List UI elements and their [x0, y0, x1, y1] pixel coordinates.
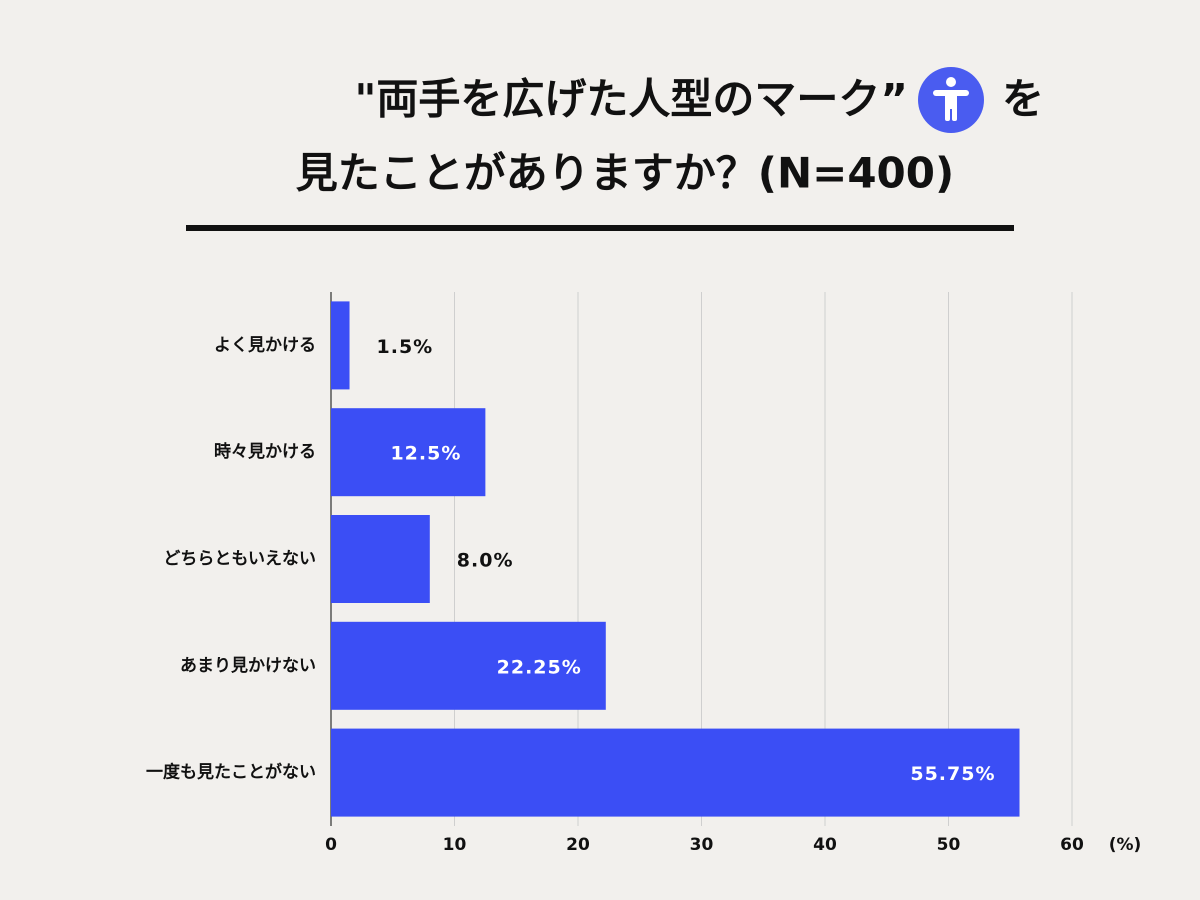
person-icon	[918, 67, 984, 133]
bar	[331, 728, 1020, 817]
x-tick-label: 30	[690, 835, 714, 855]
y-tick-label: よく見かける	[214, 335, 316, 355]
value-label: 1.5%	[377, 336, 434, 358]
y-tick-label: 一度も見たことがない	[146, 762, 316, 783]
bar	[331, 621, 606, 710]
x-tick-label: 20	[566, 835, 590, 855]
value-label: 12.5%	[390, 443, 461, 465]
x-tick-label: 60	[1060, 835, 1084, 855]
value-label: 8.0%	[457, 550, 514, 572]
x-axis-unit: (%)	[1109, 835, 1142, 855]
title-underline	[186, 225, 1014, 231]
bar	[331, 301, 350, 390]
chart-title: "両手を広げた人型のマーク”	[355, 75, 909, 124]
chart-title: 見たことがありますか？(N=400)	[296, 149, 954, 198]
x-tick-label: 10	[443, 835, 467, 855]
x-tick-label: 0	[325, 835, 337, 855]
x-tick-label: 50	[937, 835, 961, 855]
bar	[331, 408, 486, 497]
y-tick-label: どちらともいえない	[163, 549, 316, 569]
y-tick-label: あまり見かけない	[180, 656, 316, 676]
y-tick-label: 時々見かける	[214, 441, 316, 462]
bar	[331, 515, 430, 603]
x-tick-label: 40	[813, 835, 837, 855]
value-label: 55.75%	[910, 763, 995, 785]
chart-title: を	[1002, 75, 1044, 124]
value-label: 22.25%	[497, 656, 582, 678]
